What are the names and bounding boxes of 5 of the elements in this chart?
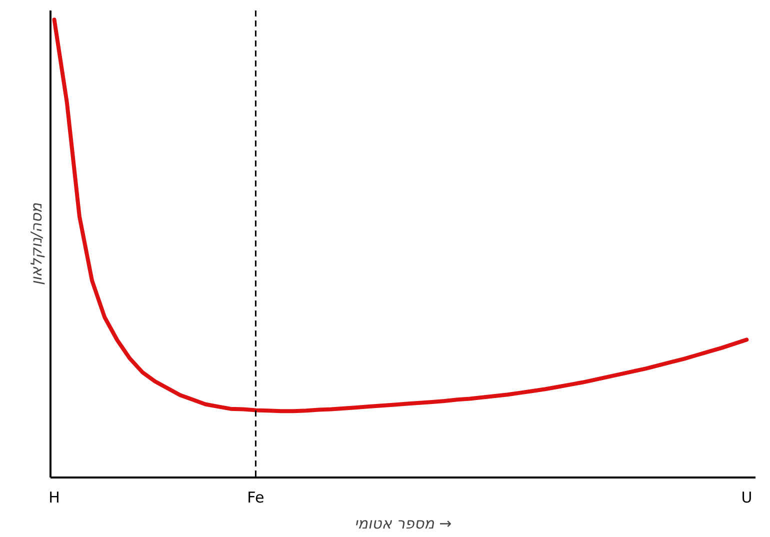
x-tick-label: Fe <box>247 488 264 506</box>
x-axis-title: מספר אטומי → <box>354 514 452 532</box>
x-tick-label: H <box>48 488 60 506</box>
y-axis-title: מסה/נוקלאון <box>28 202 46 286</box>
x-tick-label: U <box>741 488 752 506</box>
